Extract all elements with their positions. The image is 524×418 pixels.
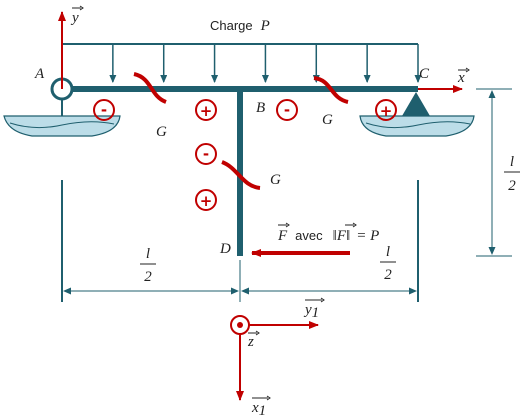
sign-minus-2: - [276,99,298,121]
ground-left [3,115,121,137]
svg-text:x1: x1 [251,400,266,418]
ground-right [359,115,475,137]
axis-y-label: y [70,5,84,26]
point-b-label: B [256,100,265,116]
dim-label-right: l 2 [380,244,396,283]
section-label-1: G [156,124,167,140]
svg-text:2: 2 [144,269,152,285]
axis-z-label: z [247,330,260,350]
axis-x1-label: x1 [251,395,271,418]
sign-minus-1: - [93,99,115,121]
svg-text:2: 2 [508,178,516,194]
svg-text:F avec ‖F‖ =: F avec ‖F‖ = P [277,227,379,244]
sign-minus-3: - [195,143,217,165]
load-caption: Charge P [210,17,270,34]
axis-x-label: x [457,67,470,86]
section-label-2: G [322,112,333,128]
svg-text:+: + [200,192,213,210]
svg-text:-: - [284,101,290,119]
sign-plus-1: + [195,99,217,121]
sign-plus-2: + [375,99,397,121]
section-cut-1 [133,72,167,104]
svg-text:2: 2 [384,267,392,283]
svg-text:l: l [386,244,390,260]
svg-text:l: l [510,154,514,170]
svg-text:y1: y1 [303,302,319,321]
distributed-load [62,43,422,83]
sign-plus-3: + [195,189,217,211]
axis-z-dot [237,322,243,328]
point-c-label: C [419,66,430,82]
support-c-icon [402,92,430,116]
svg-text:z: z [247,334,254,350]
svg-text:+: + [200,102,213,120]
dim-label-vertical: l 2 [504,154,520,194]
section-cut-3 [221,160,261,190]
point-d-label: D [219,241,231,257]
axis-y1-label: y1 [303,297,325,321]
svg-text:y: y [70,10,79,26]
point-a-label: A [34,66,45,82]
svg-text:-: - [203,145,209,163]
section-label-3: G [270,172,281,188]
svg-text:l: l [146,246,150,262]
svg-text:x: x [457,70,465,86]
section-cut-2 [313,76,349,104]
svg-text:-: - [101,101,107,119]
dim-label-left: l 2 [140,246,156,285]
svg-text:+: + [380,102,393,120]
force-label: F avec ‖F‖ = P [277,222,379,244]
